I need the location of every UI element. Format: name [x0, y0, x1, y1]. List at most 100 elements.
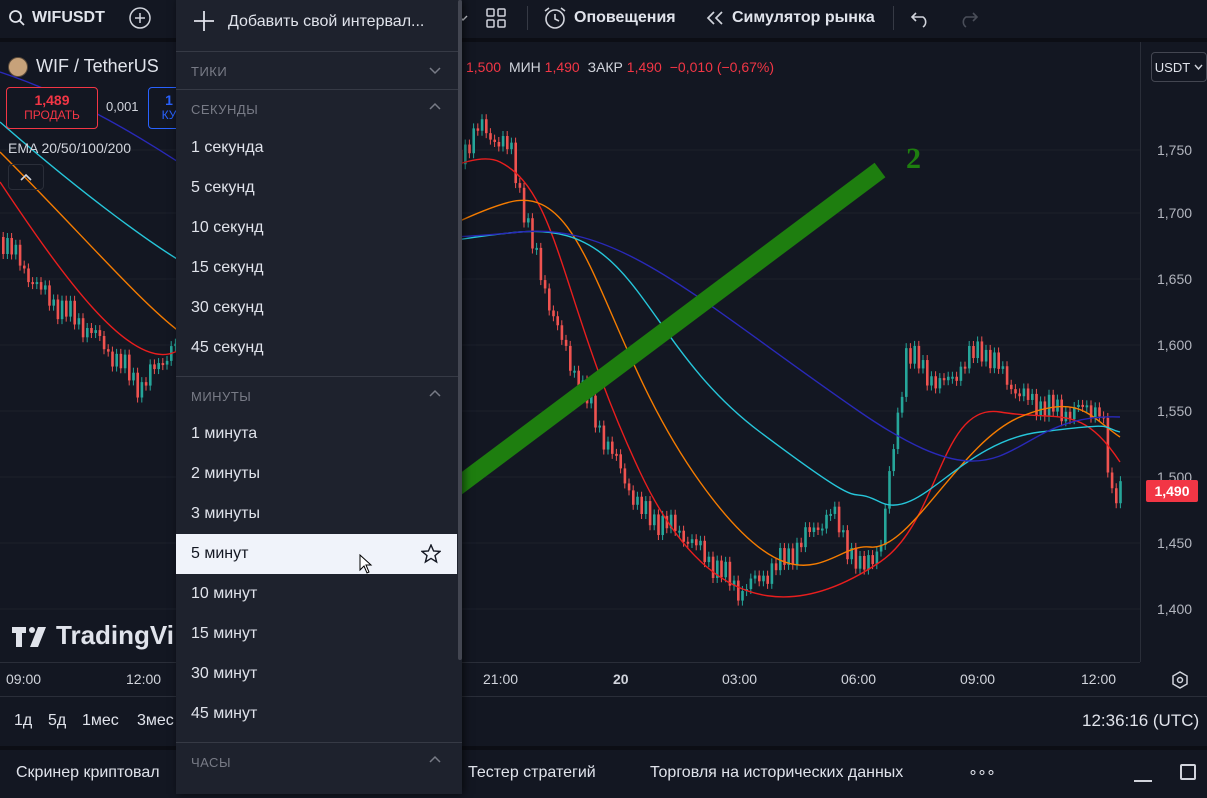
- candle-body: [602, 425, 606, 450]
- range-button[interactable]: 5д: [48, 712, 67, 729]
- tab-crypto-screener[interactable]: Скринер криптовал: [16, 764, 160, 781]
- candle-body: [573, 370, 576, 373]
- candle-body: [140, 382, 144, 398]
- interval-item[interactable]: 45 секунд: [176, 328, 457, 368]
- market-simulator-button[interactable]: Симулятор рынка: [704, 0, 875, 36]
- candle-body: [858, 555, 862, 569]
- candle-body: [472, 128, 475, 154]
- candle-body: [1098, 407, 1101, 417]
- candle-body: [518, 183, 522, 188]
- symbol-name: WIFUSDT: [32, 9, 105, 26]
- ohlc-low-label: МИН: [508, 59, 541, 75]
- menu-scrollbar[interactable]: [458, 0, 462, 660]
- tab-strategy-tester[interactable]: Тестер стратегий: [468, 764, 596, 781]
- candle-body: [31, 282, 34, 285]
- tradingview-logo-icon: [12, 626, 46, 647]
- separator: [176, 742, 462, 743]
- utc-clock[interactable]: 12:36:16 (UTC): [1082, 711, 1200, 730]
- collapse-legend-button[interactable]: [8, 164, 44, 190]
- section-seconds[interactable]: СЕКУНДЫ: [176, 90, 457, 126]
- interval-item[interactable]: 45 минут: [176, 694, 457, 734]
- candle-body: [695, 539, 698, 546]
- interval-item[interactable]: 2 минуты: [176, 454, 457, 494]
- ohlc-values: 1,500 МИН 1,490 ЗАКР 1,490 −0,010 (−0,67…: [466, 59, 774, 75]
- candle-body: [669, 514, 673, 529]
- ohlc-close-label: ЗАКР: [587, 59, 623, 75]
- candle-body: [27, 268, 30, 283]
- candle-body: [1068, 411, 1072, 420]
- bottom-panel-tabs: Скринер криптовал Тестер стратегий Торго…: [0, 746, 1207, 798]
- candle-body: [989, 349, 992, 369]
- candle-body: [165, 360, 169, 365]
- section-hours[interactable]: ЧАСЫ: [176, 743, 457, 779]
- interval-item[interactable]: 15 секунд: [176, 248, 457, 288]
- chart-settings-icon[interactable]: [1170, 670, 1190, 690]
- interval-item[interactable]: 3 минуты: [176, 494, 457, 534]
- interval-item[interactable]: 30 секунд: [176, 288, 457, 328]
- candle-body: [699, 540, 702, 546]
- interval-item[interactable]: 1 секунда: [176, 128, 457, 168]
- range-button[interactable]: 1д: [14, 712, 33, 729]
- candle-body: [48, 285, 51, 306]
- candle-body: [480, 119, 484, 131]
- candle-body: [52, 299, 55, 306]
- candle-body: [594, 395, 597, 428]
- section-ticks[interactable]: ТИКИ: [176, 52, 457, 88]
- maximize-panel-icon[interactable]: [1180, 764, 1196, 780]
- time-axis[interactable]: 09:00 12:00 21:00 20 03:00 06:00 09:00 12:00: [0, 662, 1188, 695]
- layouts-button[interactable]: [485, 0, 507, 36]
- chevron-up-icon: [429, 102, 441, 110]
- favorite-star-icon[interactable]: [421, 544, 441, 564]
- candle-body: [123, 354, 127, 369]
- time-tick-label: 06:00: [841, 671, 877, 687]
- price-tick-label: 1,700: [1157, 205, 1193, 221]
- symbol-search[interactable]: WIFUSDT: [8, 0, 105, 36]
- currency-button[interactable]: USDT: [1151, 52, 1207, 82]
- add-custom-interval[interactable]: Добавить свой интервал...: [176, 0, 462, 48]
- annotation-number: 2: [906, 142, 921, 175]
- redo-button[interactable]: [957, 0, 979, 36]
- interval-item[interactable]: 30 минут: [176, 654, 457, 694]
- candle-body: [527, 218, 530, 223]
- interval-item[interactable]: 10 минут: [176, 574, 457, 614]
- undo-button[interactable]: [910, 0, 932, 36]
- interval-item[interactable]: 5 минут: [176, 534, 457, 574]
- symbol-title-row: WIF / TetherUS: [8, 56, 159, 77]
- indicator-label[interactable]: EMA 20/50/100/200: [8, 140, 131, 156]
- simulator-label: Симулятор рынка: [732, 9, 875, 26]
- interval-item[interactable]: 1 минута: [176, 414, 457, 454]
- candle-body: [464, 144, 467, 165]
- candle-body: [753, 575, 757, 579]
- section-minutes[interactable]: МИНУТЫ: [176, 377, 457, 413]
- candle-body: [23, 265, 26, 269]
- candle-body: [128, 354, 131, 381]
- interval-item[interactable]: 15 минут: [176, 614, 457, 654]
- range-button[interactable]: 3мес: [137, 712, 174, 729]
- interval-item[interactable]: 10 секунд: [176, 208, 457, 248]
- candle-body: [543, 280, 547, 289]
- candle-body: [711, 556, 715, 578]
- candle-body: [774, 563, 778, 571]
- interval-item[interactable]: 5 секунд: [176, 168, 457, 208]
- candle-body: [728, 561, 732, 586]
- chart-area[interactable]: TradingVi 2 WIF / TetherUS 1,500 МИН 1,4…: [0, 42, 1140, 662]
- interval-item-label: 30 минут: [191, 665, 258, 682]
- compare-symbol-button[interactable]: [128, 0, 152, 36]
- candle-body: [800, 542, 803, 548]
- minimize-panel-icon[interactable]: [1134, 780, 1152, 782]
- candle-body: [489, 133, 492, 140]
- more-tabs-button[interactable]: ∘∘∘: [968, 764, 996, 781]
- sell-button[interactable]: 1,489 ПРОДАТЬ: [6, 87, 98, 129]
- candle-body: [1010, 384, 1013, 390]
- alerts-button[interactable]: Оповещения: [542, 0, 676, 36]
- candle-body: [564, 339, 568, 346]
- range-button[interactable]: 1мес: [82, 712, 119, 729]
- toolbar-divider-2: [893, 6, 894, 30]
- symbol-title[interactable]: WIF / TetherUS: [36, 56, 159, 76]
- candle-body: [1056, 399, 1059, 412]
- candle-body: [590, 395, 593, 404]
- price-axis[interactable]: USDT 1,750 1,700 1,650 1,600 1,550 1,500 1,450…: [1140, 42, 1207, 662]
- candle-body: [1014, 389, 1017, 394]
- candle-body: [98, 330, 102, 336]
- tab-replay-trading[interactable]: Торговля на исторических данных: [650, 764, 904, 781]
